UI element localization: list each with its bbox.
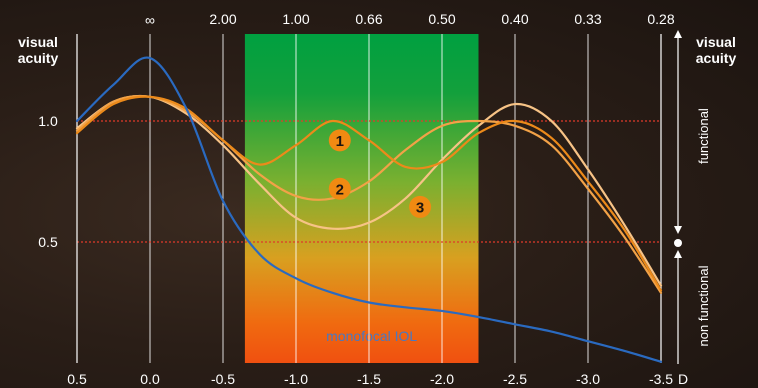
series-line-2 — [75, 94, 663, 294]
top-tick-label: 0.33 — [574, 11, 601, 27]
y-tick-label: 1.0 — [38, 113, 58, 129]
non-functional-label: non functional — [696, 265, 711, 346]
functional-label: functional — [696, 108, 711, 164]
band-label: monofocal IOL — [326, 328, 417, 344]
x-tick-label: 0.0 — [140, 371, 160, 387]
reference-lines — [77, 120, 661, 243]
top-tick-label: ∞ — [145, 12, 155, 28]
right-axis-title-line1: visual — [696, 34, 736, 50]
series-line-1 — [75, 95, 663, 292]
threshold-dot — [674, 239, 682, 247]
left-axis-title-line1: visual — [18, 34, 58, 50]
x-tick-label: -3.5 — [649, 371, 673, 387]
top-tick-label: 0.40 — [501, 11, 528, 27]
series-line-3 — [75, 94, 663, 287]
top-tick-labels: ∞ 2.00 1.00 0.66 0.50 0.40 0.33 0.28 — [145, 11, 675, 28]
right-axis-title-line2: acuity — [696, 50, 737, 66]
series-markers: 1 2 3 — [328, 129, 432, 218]
top-tick-label: 1.00 — [282, 11, 309, 27]
top-tick-label: 0.66 — [355, 11, 382, 27]
x-tick-labels: 0.5 0.0 -0.5 -1.0 -1.5 -2.0 -2.5 -3.0 -3.5 — [67, 371, 673, 387]
top-tick-label: 0.28 — [647, 11, 674, 27]
y-tick-label: 0.5 — [38, 234, 58, 250]
left-axis-title: visual acuity — [18, 34, 59, 66]
series-line-monofocal — [75, 56, 663, 363]
marker-1 — [328, 129, 351, 152]
x-tick-label: 0.5 — [67, 371, 87, 387]
arrow-down-head — [674, 226, 682, 234]
y-tick-labels: 1.0 0.5 — [38, 113, 58, 250]
highlight-band — [244, 34, 479, 363]
x-tick-label: -1.0 — [284, 371, 308, 387]
vertical-gridlines — [149, 34, 589, 363]
arrow-up-head — [674, 30, 682, 38]
x-tick-label: -0.5 — [211, 371, 235, 387]
functional-range-annotation: functional non functional — [674, 30, 711, 364]
marker-label-2: 2 — [336, 181, 344, 198]
top-tick-label: 0.50 — [428, 11, 455, 27]
left-axis-title-line2: acuity — [18, 50, 59, 66]
marker-2 — [328, 177, 351, 200]
x-tick-label: -3.0 — [576, 371, 600, 387]
marker-label-3: 3 — [416, 199, 424, 216]
series-lines — [75, 56, 663, 363]
marker-label-1: 1 — [336, 133, 344, 150]
x-tick-label: -2.0 — [430, 371, 454, 387]
top-tick-label: 2.00 — [209, 11, 236, 27]
marker-3 — [409, 195, 432, 218]
x-axis-unit: D — [678, 371, 688, 387]
x-tick-label: -1.5 — [357, 371, 381, 387]
arrow-up-head-lower — [674, 250, 682, 258]
right-axis-title: visual acuity — [696, 34, 737, 66]
x-tick-label: -2.5 — [503, 371, 527, 387]
